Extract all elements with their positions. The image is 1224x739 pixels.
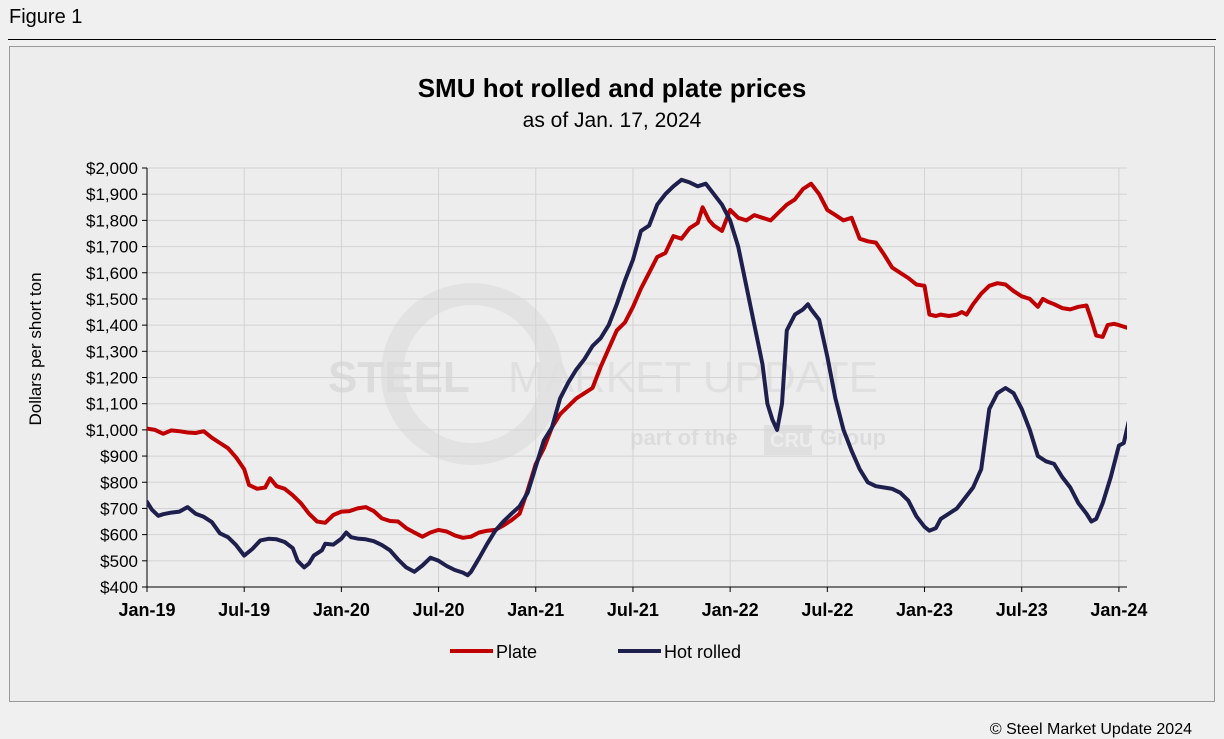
x-tick-label: Jan-22 [702,600,759,620]
price-chart: STEEL MARKET UPDATE part of the CRU Grou… [26,73,1147,662]
x-tick-label: Jan-19 [118,600,175,620]
y-tick-label: $1,900 [86,185,138,204]
figure-divider [8,39,1216,40]
x-tick-label: Jul-19 [218,600,270,620]
x-tick-label: Jul-23 [996,600,1048,620]
y-tick-label: $1,600 [86,264,138,283]
y-tick-label: $400 [100,578,138,597]
watermark-subtext-suffix: Group [820,425,886,450]
x-tick-label: Jul-20 [413,600,465,620]
y-tick-label: $1,400 [86,316,138,335]
chart-panel: STEEL MARKET UPDATE part of the CRU Grou… [9,46,1215,738]
y-tick-label: $500 [100,552,138,571]
y-tick-label: $900 [100,447,138,466]
y-tick-label: $1,300 [86,342,138,361]
watermark-cru-logo: CRU [770,430,813,452]
x-tick-label: Jan-23 [896,600,953,620]
x-tick-label: Jul-21 [607,600,659,620]
y-tick-label: $1,500 [86,290,138,309]
y-tick-label: $1,000 [86,421,138,440]
legend: Plate Hot rolled [450,642,741,662]
chart-subtitle: as of Jan. 17, 2024 [523,109,702,132]
watermark-subtext-prefix: part of the [630,425,738,450]
series-layer [147,177,1127,578]
x-tick-label: Jan-20 [313,600,370,620]
x-tick-label: Jan-21 [507,600,564,620]
watermark-logo-ring [381,283,563,465]
series-line-hot-rolled [147,177,1127,578]
axis-layer: $400 $500 $600 $700 $800 $900 $1,000 $1,100 $1,2… [86,159,1147,620]
legend-label-hot-rolled: Hot rolled [664,642,741,662]
y-tick-label: $1,700 [86,238,138,257]
x-tick-label: Jul-22 [801,600,853,620]
watermark: STEEL MARKET UPDATE part of the CRU Grou… [328,283,886,465]
figure-label: Figure 1 [9,6,83,28]
y-tick-label: $1,800 [86,211,138,230]
y-tick-label: $600 [100,526,138,545]
y-axis-label: Dollars per short ton [26,272,45,425]
y-tick-label: $1,200 [86,369,138,388]
y-tick-label: $2,000 [86,159,138,178]
y-tick-label: $800 [100,473,138,492]
chart-title: SMU hot rolled and plate prices [418,73,807,103]
series-line-plate [147,181,1127,540]
legend-label-plate: Plate [496,642,537,662]
copyright-notice: © Steel Market Update 2024 [989,721,1192,738]
x-tick-label: Jan-24 [1090,600,1147,620]
grid-layer [147,167,1127,587]
y-tick-label: $1,100 [86,395,138,414]
y-tick-label: $700 [100,499,138,518]
